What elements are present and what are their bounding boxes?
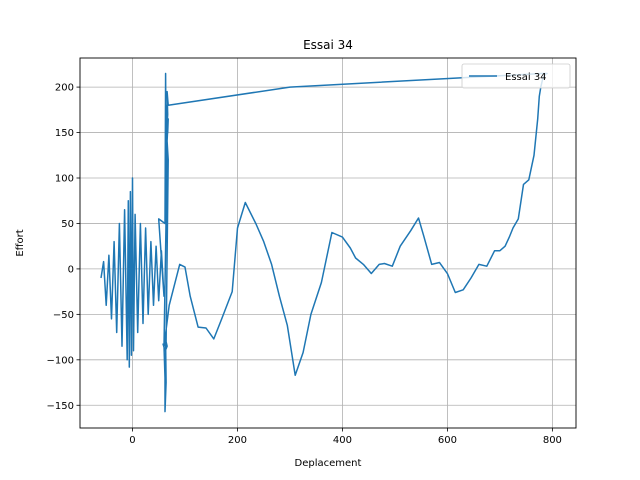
- x-tick-label: 0: [129, 435, 135, 446]
- y-tick-label: −100: [47, 355, 74, 366]
- chart-title: Essai 34: [303, 38, 353, 52]
- x-tick-label: 200: [228, 435, 247, 446]
- y-tick-label: 100: [55, 174, 74, 185]
- legend: Essai 34: [461, 63, 571, 89]
- x-tick-label: 600: [438, 435, 457, 446]
- series-line-essai-34: [100, 72, 548, 413]
- x-tick-label: 800: [543, 435, 562, 446]
- y-tick-label: 200: [55, 83, 74, 94]
- y-tick-label: −150: [47, 401, 74, 412]
- plot-frame: [79, 57, 577, 429]
- legend-series-label: Essai 34: [505, 72, 547, 83]
- x-axis-title: Deplacement: [295, 458, 362, 469]
- y-tick-label: 150: [55, 128, 74, 139]
- series-layer: [100, 72, 548, 413]
- y-tick-label: −50: [53, 310, 74, 321]
- x-tick-label: 400: [333, 435, 352, 446]
- y-tick-label: 0: [68, 264, 74, 275]
- tick-layer: 0 200 400 600 800 −150 −100 −50 0 50 100 150 200: [47, 83, 562, 446]
- y-tick-label: 50: [61, 219, 74, 230]
- legend-box: [461, 63, 571, 89]
- y-axis-title: Effort: [15, 229, 26, 256]
